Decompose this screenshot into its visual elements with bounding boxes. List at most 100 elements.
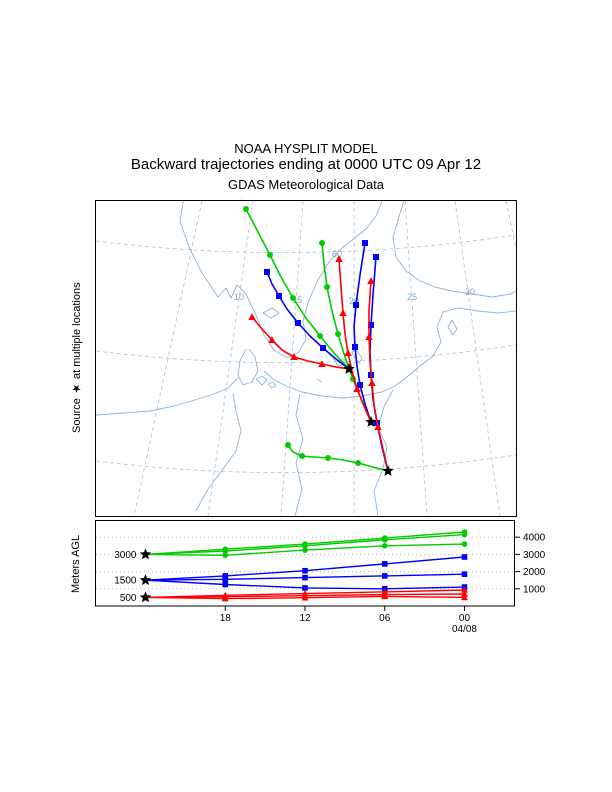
trajectory-marker-square (295, 320, 301, 326)
source-star (139, 591, 152, 603)
longitude-gridline (505, 201, 516, 250)
trajectory-marker-triangle (290, 353, 298, 360)
trajectory-path-blue (369, 256, 389, 472)
trajectory-marker-square (381, 573, 388, 579)
trajectory-marker-triangle (367, 277, 375, 284)
trajectory-marker-circle (461, 541, 468, 547)
trajectory-marker-square (302, 585, 308, 591)
trajectory-marker-circle (222, 548, 229, 554)
trajectory-path-green (321, 242, 372, 423)
trajectory-marker-square (381, 561, 388, 567)
grid-label: 15 (292, 295, 302, 305)
trajectory-marker-circle (267, 252, 273, 258)
figure-data-source: GDAS Meteorological Data (227, 177, 385, 192)
x-tick-label: 00 (459, 613, 471, 624)
grid-label: 30 (465, 287, 475, 297)
trajectory-marker-triangle (460, 590, 468, 597)
grid-label: 20 (349, 296, 359, 306)
trajectory-marker-circle (222, 552, 229, 559)
trajectory-marker-circle (381, 536, 388, 543)
trajectory-marker-square (353, 302, 359, 308)
source-star (139, 548, 152, 560)
trajectory-marker-triangle (339, 309, 347, 316)
trajectory-marker-circle (355, 460, 361, 466)
trajectory-marker-square (264, 269, 270, 275)
trajectory-marker-triangle (318, 360, 326, 367)
trajectory-path-green (245, 208, 350, 370)
trajectory-marker-square (276, 293, 282, 299)
trajectory-marker-triangle (460, 586, 468, 593)
trajectory-marker-square (222, 573, 229, 579)
source-height-label: 1500 (114, 576, 137, 587)
trajectory-marker-circle (317, 333, 323, 339)
trajectory-marker-circle (302, 543, 308, 549)
trajectory-marker-triangle (365, 333, 373, 340)
trajectory-marker-circle (335, 331, 341, 337)
coastline (294, 393, 304, 516)
trajectory-marker-square (461, 571, 468, 577)
coastline (392, 201, 516, 298)
longitude-gridline (454, 201, 501, 516)
coastline (267, 381, 277, 389)
coastline (447, 319, 458, 336)
y-tick-label: 1000 (523, 584, 546, 595)
trajectory-marker-circle (325, 455, 331, 461)
trajectory-marker-square (302, 574, 308, 581)
trajectory-marker-square (373, 254, 379, 260)
longitude-gridline (207, 201, 254, 516)
trajectory-marker-square (222, 576, 229, 583)
date-label: 04/08 (452, 624, 477, 635)
coastline (316, 378, 323, 383)
grid-label: 10 (234, 292, 244, 302)
trajectory-marker-square (461, 554, 468, 560)
x-tick-label: 12 (299, 613, 311, 624)
coastline (195, 393, 242, 512)
trajectory-marker-triangle (301, 594, 309, 601)
trajectory-marker-triangle (268, 336, 276, 343)
trajectory-marker-circle (285, 442, 291, 448)
trajectory-marker-circle (290, 295, 296, 301)
trajectory-marker-square (222, 581, 229, 588)
trajectory-marker-square (352, 344, 358, 350)
trajectory-marker-square (357, 382, 363, 388)
trajectory-marker-circle (319, 240, 325, 246)
grid-label: 25 (407, 292, 417, 302)
trajectory-marker-triangle (248, 313, 256, 320)
source-star (365, 416, 377, 427)
coastline (373, 389, 394, 516)
source-star (139, 574, 152, 586)
latitude-gridline (96, 344, 516, 364)
trajectory-marker-square (362, 240, 368, 246)
coastline (237, 348, 259, 386)
trajectory-marker-circle (324, 284, 330, 290)
source-height-label: 500 (120, 593, 137, 604)
trajectory-marker-triangle (344, 349, 352, 356)
trajectory-marker-square (302, 567, 308, 574)
coastline (263, 307, 516, 399)
trajectory-marker-triangle (381, 592, 389, 600)
coastline (255, 375, 268, 386)
trajectory-marker-circle (302, 547, 308, 553)
coastline (351, 347, 363, 364)
trajectory-marker-triangle (368, 379, 376, 386)
y-tick-label: 2000 (523, 567, 546, 578)
figure-title: NOAA HYSPLIT MODEL (234, 141, 378, 156)
figure-subtitle: Backward trajectories ending at 0000 UTC… (130, 156, 482, 173)
map-axis-label: Source ★ at multiple locations (71, 282, 83, 433)
trajectory-marker-triangle (335, 255, 343, 262)
coastline (262, 307, 280, 319)
trajectory-marker-triangle (374, 423, 382, 430)
trajectory-marker-circle (243, 206, 249, 212)
latitude-gridline (96, 454, 516, 474)
trajectory-marker-triangle (221, 594, 229, 602)
grid-label: 60 (332, 249, 342, 259)
source-star (343, 363, 355, 374)
trajectory-marker-square (320, 345, 326, 351)
trajectory-marker-circle (381, 543, 388, 549)
trajectory-marker-circle (299, 453, 305, 459)
coastline (179, 201, 383, 359)
coastline (96, 377, 239, 416)
latitude-gridline (96, 234, 516, 254)
